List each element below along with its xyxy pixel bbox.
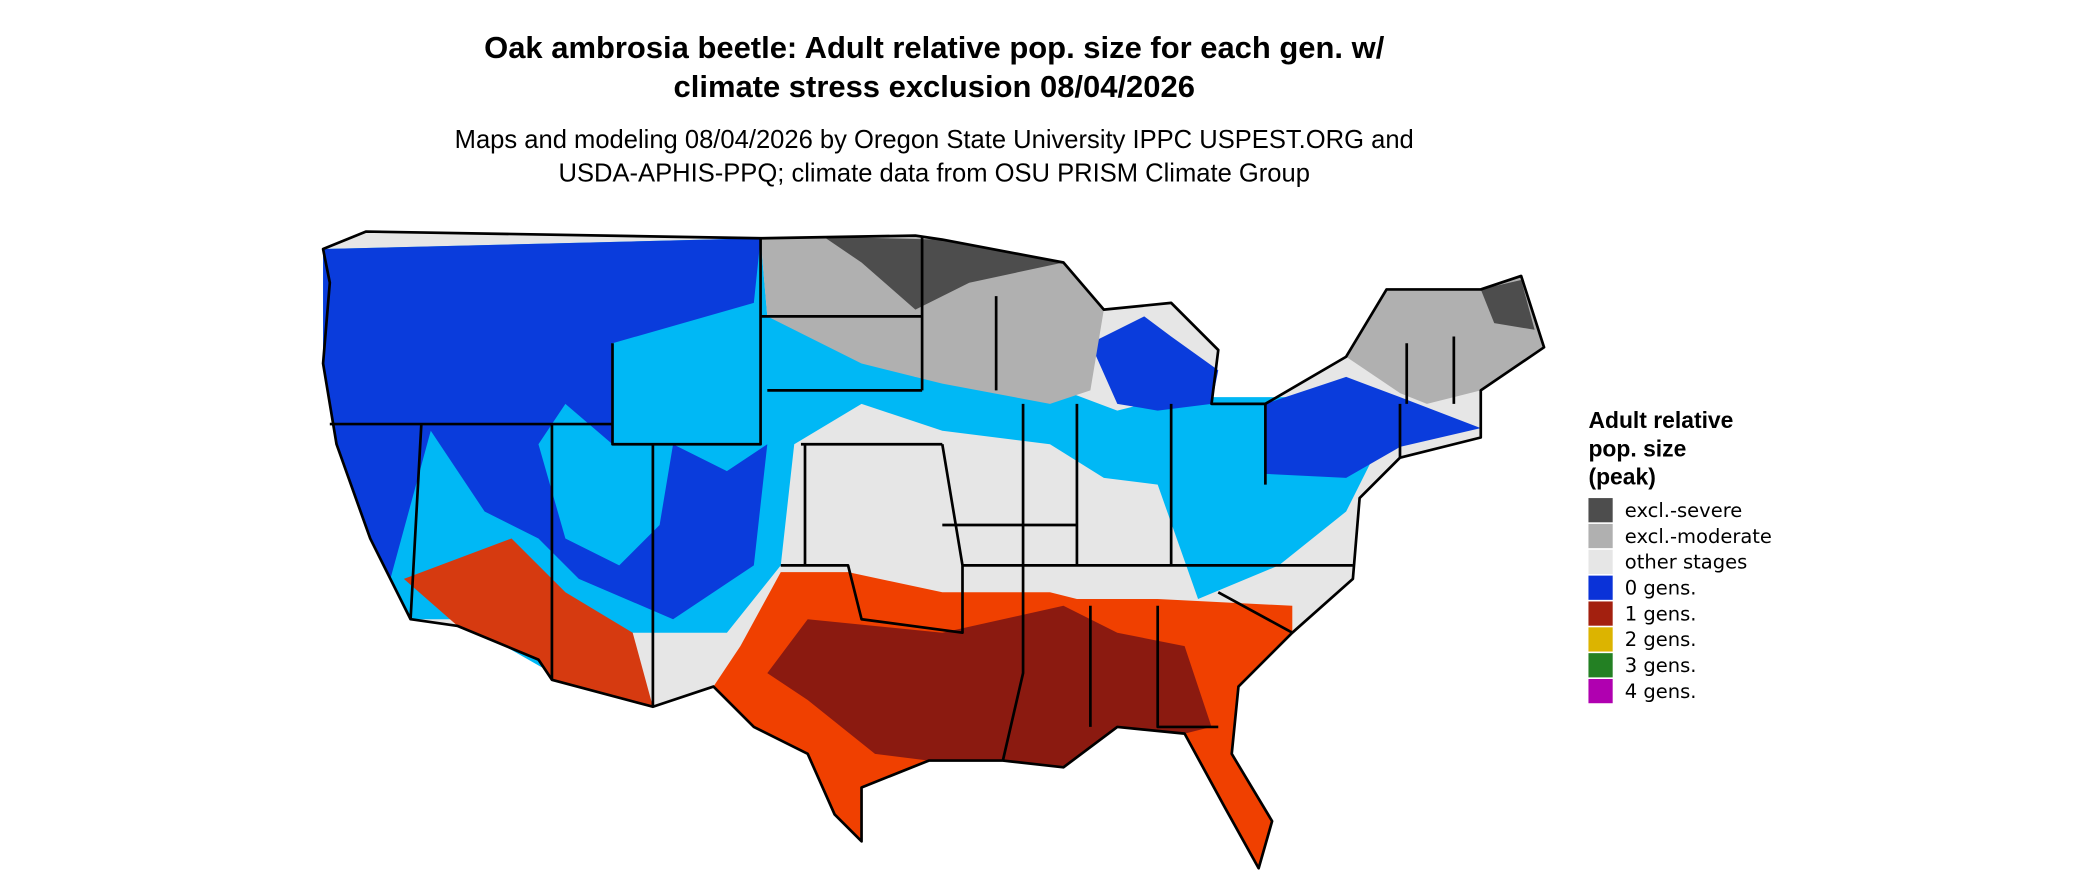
subtitle-line: Maps and modeling 08/04/2026 by Oregon S…	[455, 126, 1414, 154]
legend-label: 3 gens.	[1625, 654, 1697, 677]
dark-gray-region	[823, 236, 1064, 310]
legend-swatch	[1588, 678, 1613, 704]
us-map	[321, 230, 1546, 870]
state-borders	[329, 235, 1456, 761]
titles: Oak ambrosia beetle: Adult relative pop.…	[455, 30, 1414, 188]
title-line: Oak ambrosia beetle: Adult relative pop.…	[484, 30, 1385, 65]
legend-label: 4 gens.	[1625, 680, 1697, 703]
legend-title: pop. size	[1588, 435, 1686, 461]
legend-swatch	[1588, 653, 1613, 678]
legend-swatch	[1588, 498, 1613, 523]
legend-title: (peak)	[1588, 464, 1655, 490]
legend-title: Adult relative	[1588, 407, 1733, 433]
legend-swatch	[1588, 549, 1613, 574]
blue-region	[323, 238, 768, 620]
blue-region	[1090, 316, 1219, 411]
legend-label: excl.-moderate	[1625, 525, 1772, 548]
blue-region	[1265, 376, 1481, 478]
legend-swatch	[1588, 627, 1613, 652]
dark-red-region	[767, 605, 1212, 768]
legend-label: 1 gens.	[1625, 602, 1697, 625]
legend-label: other stages	[1625, 551, 1747, 574]
legend-label: excl.-severe	[1625, 499, 1743, 522]
legend-label: 0 gens.	[1625, 576, 1697, 599]
dark-gray-region	[1480, 279, 1535, 330]
legend-swatch	[1588, 601, 1613, 626]
gray-region	[760, 235, 1104, 404]
legend-swatch	[1588, 575, 1613, 600]
subtitle-line: USDA-APHIS-PPQ; climate data from OSU PR…	[559, 160, 1310, 188]
red-region	[403, 538, 653, 707]
legend-swatch	[1588, 523, 1613, 549]
title-line: climate stress exclusion 08/04/2026	[674, 69, 1195, 104]
legend-label: 2 gens.	[1625, 628, 1697, 651]
us-border	[321, 230, 1546, 870]
